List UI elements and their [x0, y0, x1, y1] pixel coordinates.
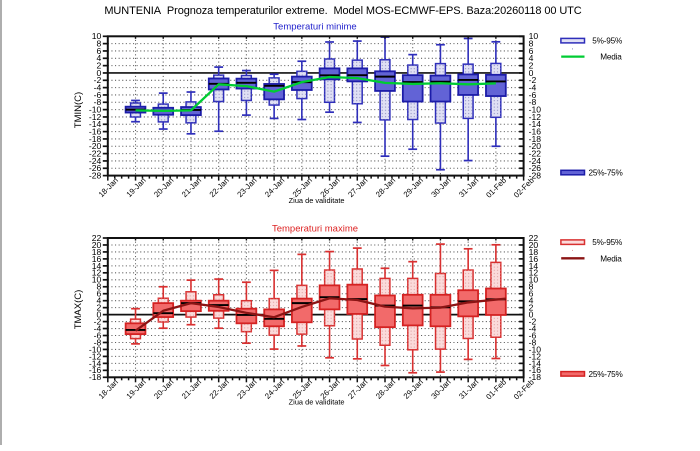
svg-text:2: 2: [529, 61, 534, 71]
svg-text:8: 8: [529, 39, 534, 49]
svg-text:-24: -24: [529, 156, 542, 166]
svg-text:4: 4: [529, 53, 534, 63]
svg-text:20: 20: [529, 240, 539, 250]
svg-text:-2: -2: [94, 75, 102, 85]
svg-text:-10: -10: [529, 105, 542, 115]
svg-text:-18: -18: [89, 372, 102, 382]
svg-text:-22: -22: [89, 149, 102, 159]
svg-text:6: 6: [97, 289, 102, 299]
svg-text:-20: -20: [529, 141, 542, 151]
svg-text:-12: -12: [89, 112, 102, 122]
svg-text:16: 16: [529, 254, 539, 264]
svg-text:-14: -14: [89, 358, 102, 368]
svg-text:-8: -8: [94, 337, 102, 347]
svg-text:25%-75%: 25%-75%: [589, 169, 623, 178]
svg-text:-12: -12: [529, 351, 542, 361]
svg-text:-18: -18: [529, 134, 542, 144]
svg-text:-22: -22: [529, 149, 542, 159]
svg-text:-4: -4: [529, 323, 537, 333]
svg-text:0: 0: [97, 310, 102, 320]
svg-text:6: 6: [529, 289, 534, 299]
svg-text:-16: -16: [529, 365, 542, 375]
svg-text:TMIN(C): TMIN(C): [73, 92, 84, 128]
svg-text:2: 2: [529, 303, 534, 313]
svg-text:-16: -16: [529, 127, 542, 137]
svg-text:-10: -10: [529, 344, 542, 354]
svg-text:8: 8: [97, 282, 102, 292]
svg-text:12: 12: [92, 268, 102, 278]
svg-text:-2: -2: [529, 316, 537, 326]
svg-text:-20: -20: [89, 141, 102, 151]
svg-text:Media: Media: [600, 53, 622, 62]
svg-text:-14: -14: [529, 119, 542, 129]
svg-text:8: 8: [529, 282, 534, 292]
svg-text:Temperaturi maxime: Temperaturi maxime: [272, 224, 358, 235]
svg-text:0: 0: [97, 68, 102, 78]
svg-text:-24: -24: [89, 156, 102, 166]
svg-text:-8: -8: [529, 97, 537, 107]
svg-text:14: 14: [529, 261, 539, 271]
svg-text:10: 10: [92, 275, 102, 285]
svg-text:5%-95%: 5%-95%: [592, 37, 622, 46]
svg-text:4: 4: [97, 53, 102, 63]
svg-text:-6: -6: [94, 90, 102, 100]
svg-text:-28: -28: [529, 171, 542, 181]
svg-text:-4: -4: [94, 323, 102, 333]
svg-text:Ziua de validitate: Ziua de validitate: [289, 398, 345, 407]
svg-text:10: 10: [92, 31, 102, 41]
svg-text:12: 12: [529, 268, 539, 278]
svg-text:8: 8: [97, 39, 102, 49]
svg-text:-18: -18: [529, 372, 542, 382]
svg-text:Temperaturi minime: Temperaturi minime: [273, 22, 356, 33]
svg-text:-4: -4: [94, 83, 102, 93]
svg-text:16: 16: [92, 254, 102, 264]
svg-text:MUNTENIA Prognoza temperaturi: MUNTENIA Prognoza temperaturilor extreme…: [104, 5, 581, 17]
svg-text:10: 10: [529, 275, 539, 285]
svg-text:-6: -6: [94, 330, 102, 340]
svg-text:-2: -2: [529, 75, 537, 85]
svg-text:6: 6: [529, 46, 534, 56]
svg-text:-14: -14: [89, 119, 102, 129]
svg-text:10: 10: [529, 31, 539, 41]
svg-text:18: 18: [92, 247, 102, 257]
svg-text:-10: -10: [89, 344, 102, 354]
svg-text:22: 22: [529, 233, 539, 243]
svg-text:14: 14: [92, 261, 102, 271]
svg-text:0: 0: [529, 68, 534, 78]
svg-text:-8: -8: [529, 337, 537, 347]
svg-text:-14: -14: [529, 358, 542, 368]
svg-text:0: 0: [529, 310, 534, 320]
svg-text:-10: -10: [89, 105, 102, 115]
svg-text:2: 2: [97, 61, 102, 71]
svg-text:5%-95%: 5%-95%: [592, 238, 622, 247]
svg-text:6: 6: [97, 46, 102, 56]
svg-text:20: 20: [92, 240, 102, 250]
svg-text:Media: Media: [600, 254, 622, 263]
svg-text:2: 2: [97, 303, 102, 313]
svg-text:18: 18: [529, 247, 539, 257]
svg-text:-18: -18: [89, 134, 102, 144]
svg-text:-6: -6: [529, 330, 537, 340]
svg-text:-2: -2: [94, 316, 102, 326]
svg-text:-4: -4: [529, 83, 537, 93]
svg-text:-6: -6: [529, 90, 537, 100]
svg-text:-26: -26: [529, 163, 542, 173]
svg-text:25%-75%: 25%-75%: [589, 370, 623, 379]
svg-text:TMAX(C): TMAX(C): [73, 290, 84, 330]
svg-text:22: 22: [92, 233, 102, 243]
svg-text:-8: -8: [94, 97, 102, 107]
svg-text:-26: -26: [89, 163, 102, 173]
svg-text:4: 4: [529, 296, 534, 306]
svg-text:4: 4: [97, 296, 102, 306]
svg-text:-28: -28: [89, 171, 102, 181]
svg-text:-12: -12: [529, 112, 542, 122]
svg-text:-16: -16: [89, 127, 102, 137]
svg-text:-16: -16: [89, 365, 102, 375]
svg-text:-12: -12: [89, 351, 102, 361]
svg-text:Ziua de validitate: Ziua de validitate: [289, 196, 345, 205]
